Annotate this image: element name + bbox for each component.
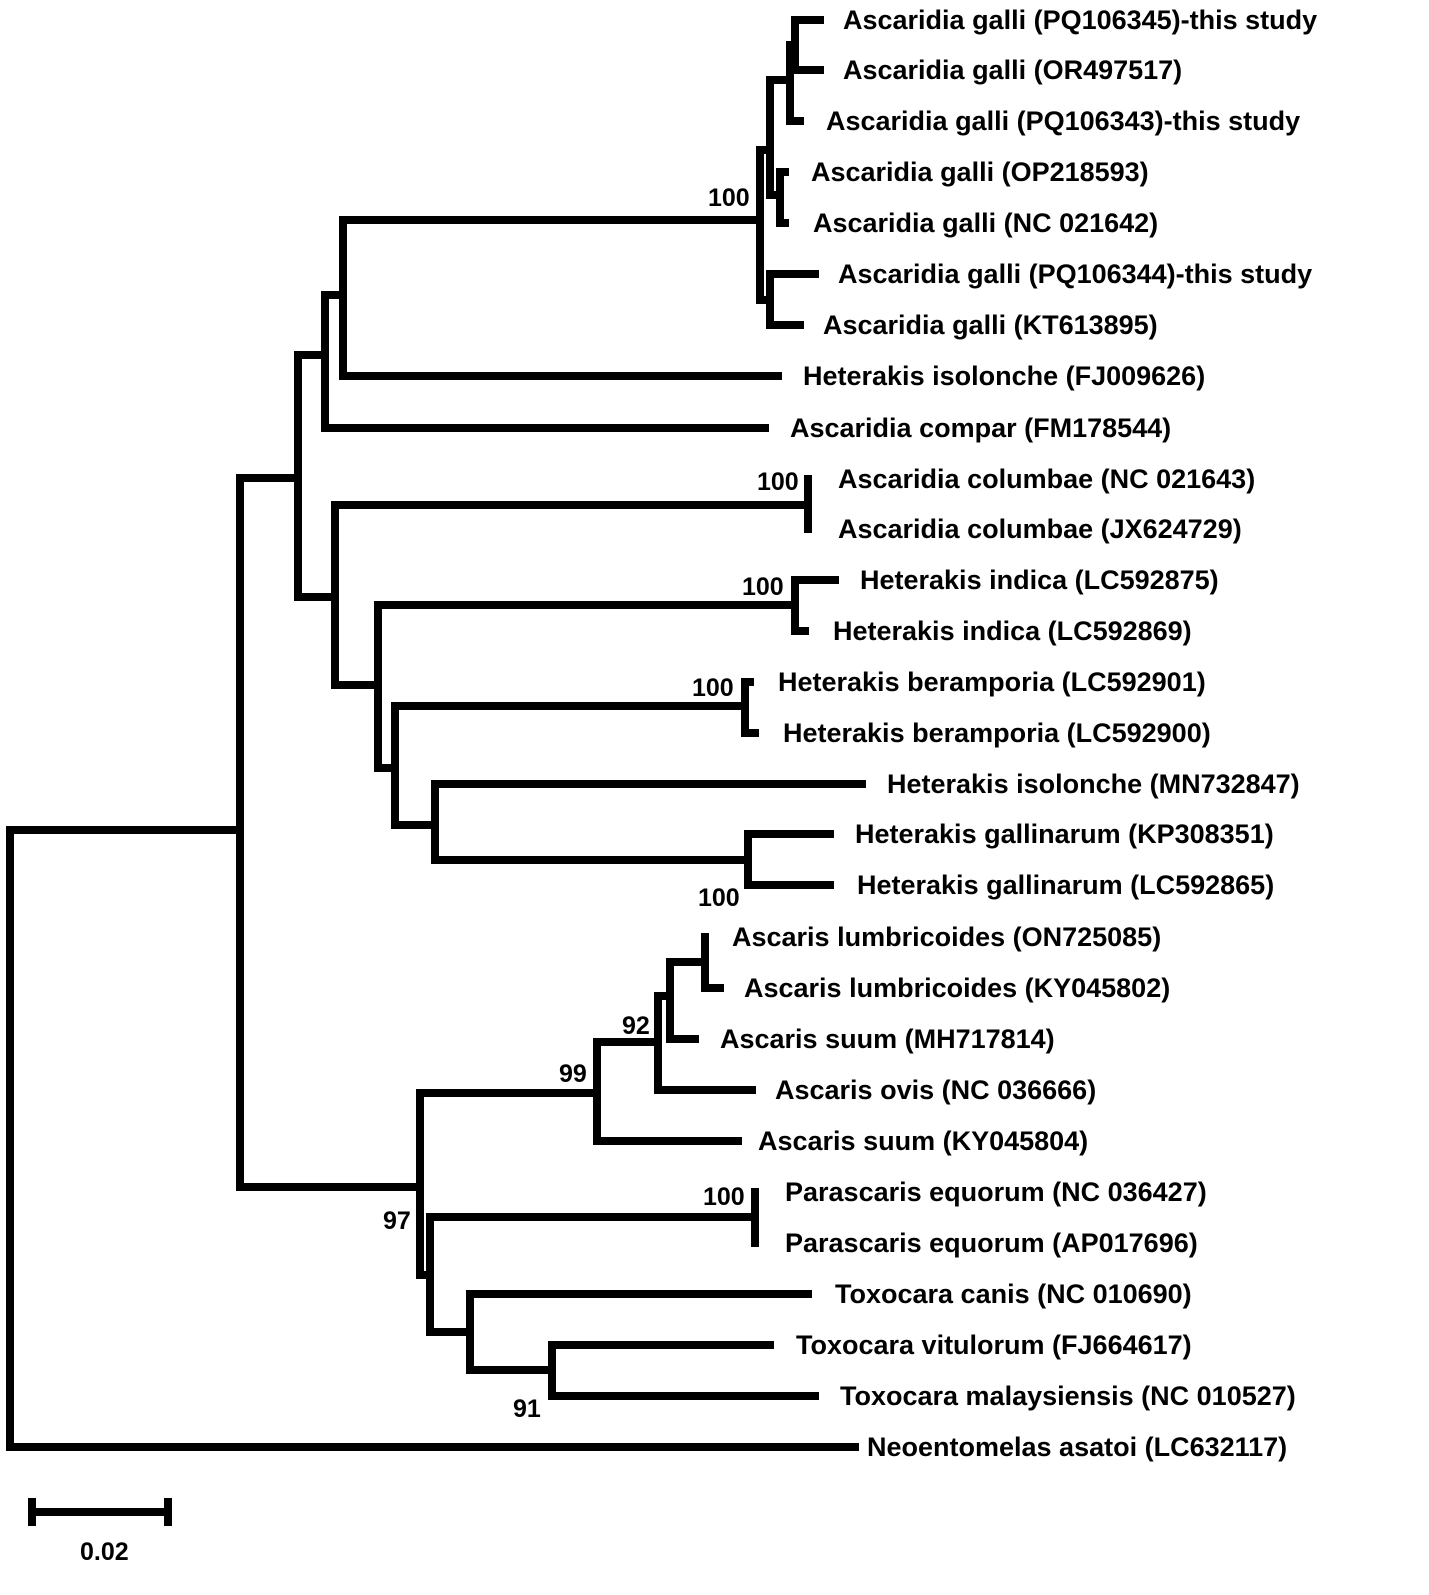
- taxon-label: Ascaris suum (KY045804): [758, 1126, 1088, 1156]
- taxon-label: Ascaris ovis (NC 036666): [775, 1075, 1096, 1105]
- taxon-label: Parascaris equorum (NC 036427): [785, 1177, 1207, 1207]
- bootstrap-galli: 100: [708, 184, 750, 212]
- branch-ascaris: [593, 933, 756, 1145]
- tree-branches: [6, 16, 866, 1451]
- taxon-label: Ascaridia columbae (NC 021643): [838, 464, 1255, 494]
- taxon-label: Ascaridia galli (KT613895): [823, 310, 1158, 340]
- branch-ingroup: [236, 474, 424, 1191]
- branch-ascarididae: [416, 1089, 601, 1279]
- taxon-label: Ascaridia compar (FM178544): [790, 413, 1171, 443]
- bootstrap-beramporia: 100: [692, 674, 734, 702]
- taxon-label: Ascaridia galli (PQ106344)-this study: [838, 259, 1312, 289]
- taxon-label: Heterakis beramporia (LC592901): [778, 667, 1206, 697]
- taxon-label: Ascaris suum (MH717814): [720, 1024, 1055, 1054]
- taxon-labels: Ascaridia galli (PQ106345)-this study As…: [720, 5, 1317, 1462]
- taxon-label: Toxocara malaysiensis (NC 010527): [840, 1381, 1296, 1411]
- branch-heterakoid: [294, 351, 339, 601]
- taxon-label: Heterakis beramporia (LC592900): [783, 718, 1211, 748]
- taxon-label: Ascaridia galli (OP218593): [811, 157, 1149, 187]
- bootstrap-columbae: 100: [757, 468, 799, 496]
- scale-bar-line: [28, 1498, 172, 1526]
- taxon-label: Heterakis indica (LC592875): [860, 565, 1219, 595]
- taxon-label: Ascaridia galli (OR497517): [843, 55, 1182, 85]
- bootstrap-values: 100 100 100 100 100 92 99 100 97 91: [383, 184, 799, 1423]
- bootstrap-gallinarum: 100: [698, 884, 740, 912]
- taxon-label: Ascaridia galli (NC 021642): [813, 208, 1158, 238]
- branch-f: [339, 216, 782, 380]
- branch-d: [321, 291, 769, 432]
- taxon-label: Heterakis indica (LC592869): [833, 616, 1192, 646]
- bootstrap-indica: 100: [742, 573, 784, 601]
- bootstrap-toxocara: 91: [513, 1395, 541, 1423]
- bootstrap-ascaris-inner: 92: [622, 1012, 650, 1040]
- branch-n: [431, 780, 866, 889]
- bootstrap-ascarididae: 97: [383, 1207, 411, 1235]
- taxon-label: Parascaris equorum (AP017696): [785, 1228, 1198, 1258]
- taxon-label: Toxocara vitulorum (FJ664617): [796, 1330, 1192, 1360]
- bootstrap-parascaris: 100: [703, 1183, 745, 1211]
- branch-e: [331, 475, 812, 689]
- branch-j: [374, 576, 839, 772]
- branch-q: [426, 1188, 819, 1400]
- branch-galli-cluster: [756, 16, 824, 329]
- bootstrap-ascaris: 99: [559, 1060, 587, 1088]
- scale-bar-label: 0.02: [80, 1538, 129, 1566]
- taxon-label: Ascaris lumbricoides (KY045802): [744, 973, 1170, 1003]
- taxon-label: Neoentomelas asatoi (LC632117): [867, 1432, 1287, 1462]
- branch-root: [6, 826, 859, 1451]
- taxon-label: Heterakis isolonche (MN732847): [887, 769, 1300, 799]
- taxon-label: Ascaridia galli (PQ106343)-this study: [826, 106, 1300, 136]
- taxon-label: Ascaridia columbae (JX624729): [838, 514, 1242, 544]
- taxon-label: Ascaridia galli (PQ106345)-this study: [843, 5, 1317, 35]
- taxon-label: Heterakis isolonche (FJ009626): [803, 361, 1205, 391]
- taxon-label: Toxocara canis (NC 010690): [835, 1279, 1192, 1309]
- taxon-label: Heterakis gallinarum (LC592865): [857, 870, 1274, 900]
- taxon-label: Heterakis gallinarum (KP308351): [855, 819, 1274, 849]
- taxon-label: Ascaris lumbricoides (ON725085): [732, 922, 1161, 952]
- branch-l: [391, 678, 759, 829]
- scale-bar: 0.02: [28, 1498, 172, 1566]
